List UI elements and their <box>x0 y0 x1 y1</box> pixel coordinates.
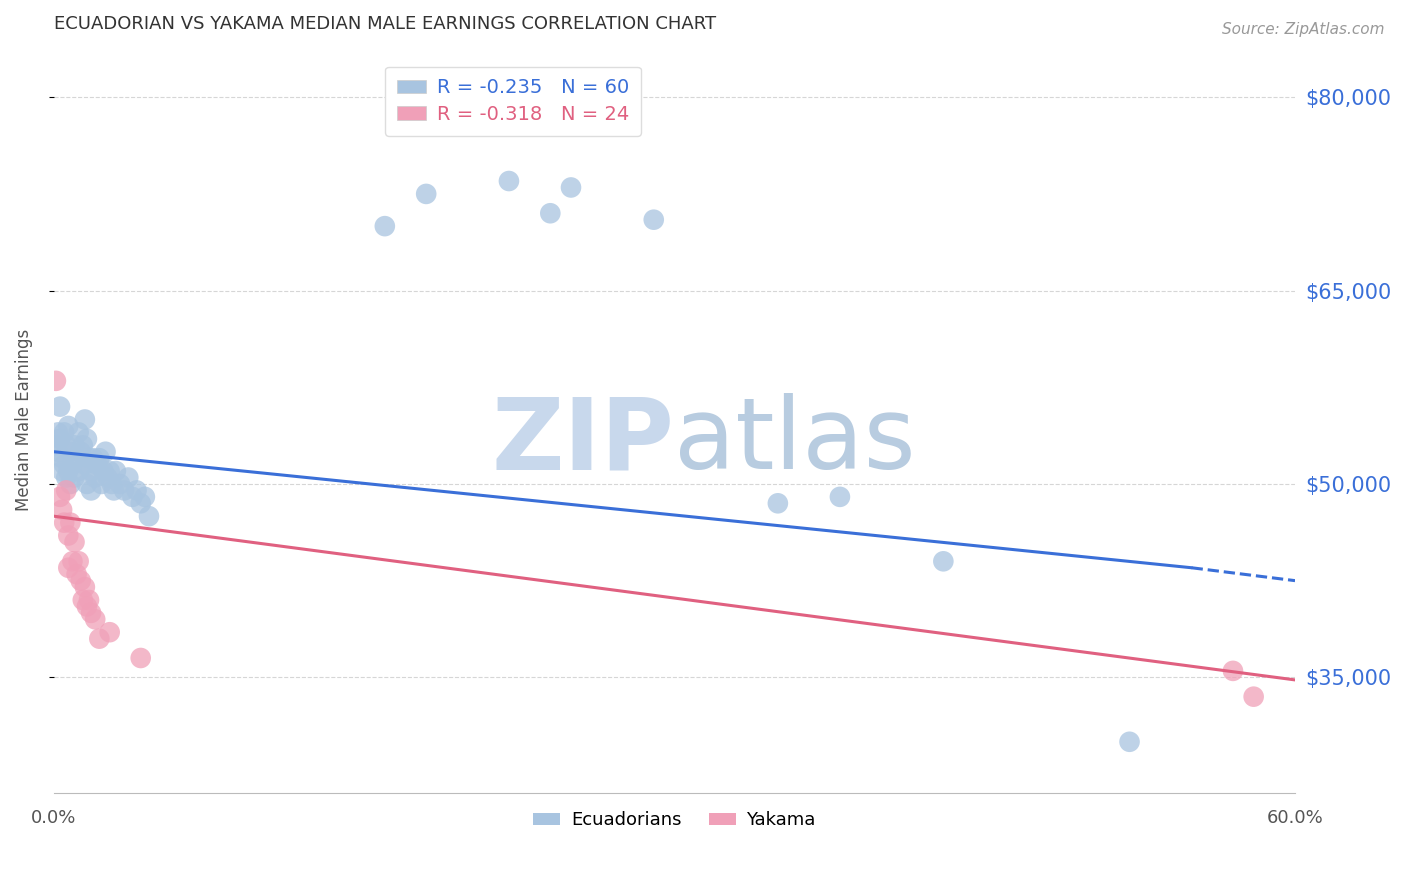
Point <box>45 438 67 452</box>
Point <box>63 535 86 549</box>
Point <box>76 599 98 614</box>
Point <box>55 483 77 498</box>
Point <box>104 464 127 478</box>
Point <box>76 432 98 446</box>
Text: atlas: atlas <box>675 393 917 491</box>
Point <box>112 483 135 498</box>
Point <box>53 458 76 472</box>
Point <box>560 180 582 194</box>
Point <box>45 374 67 388</box>
Point <box>415 186 437 201</box>
Point <box>69 574 91 588</box>
Point <box>498 174 520 188</box>
Point <box>58 419 80 434</box>
Point <box>97 470 120 484</box>
Point <box>932 554 955 568</box>
Point <box>80 483 103 498</box>
Point <box>766 496 789 510</box>
Y-axis label: Median Male Earnings: Median Male Earnings <box>15 328 32 510</box>
Point <box>58 560 80 574</box>
Point <box>82 451 104 466</box>
Point <box>108 477 131 491</box>
Point <box>134 490 156 504</box>
Point <box>80 606 103 620</box>
Point <box>1118 735 1140 749</box>
Point <box>77 593 100 607</box>
Point <box>63 470 86 484</box>
Point <box>67 464 90 478</box>
Point <box>59 516 82 530</box>
Point <box>89 451 111 466</box>
Point <box>49 432 72 446</box>
Point <box>117 470 139 484</box>
Point <box>84 612 107 626</box>
Point <box>53 425 76 440</box>
Point <box>129 496 152 510</box>
Point <box>643 212 665 227</box>
Point <box>67 554 90 568</box>
Point <box>90 477 112 491</box>
Point <box>80 464 103 478</box>
Point <box>86 458 108 472</box>
Point <box>58 528 80 542</box>
Point <box>84 470 107 484</box>
Point <box>67 425 90 440</box>
Point <box>828 490 851 504</box>
Point <box>59 444 82 458</box>
Point <box>76 477 98 491</box>
Point <box>1222 664 1244 678</box>
Point <box>46 444 69 458</box>
Point <box>46 425 69 440</box>
Point <box>53 516 76 530</box>
Point <box>129 651 152 665</box>
Point <box>73 412 96 426</box>
Point <box>55 470 77 484</box>
Text: Source: ZipAtlas.com: Source: ZipAtlas.com <box>1222 22 1385 37</box>
Point <box>62 458 84 472</box>
Point <box>73 458 96 472</box>
Point <box>103 483 125 498</box>
Point <box>138 509 160 524</box>
Point <box>59 477 82 491</box>
Point <box>58 464 80 478</box>
Point <box>77 451 100 466</box>
Point <box>51 502 73 516</box>
Point <box>63 438 86 452</box>
Point <box>374 219 396 234</box>
Point <box>121 490 143 504</box>
Point <box>100 477 122 491</box>
Point <box>51 451 73 466</box>
Point <box>538 206 561 220</box>
Text: ZIP: ZIP <box>492 393 675 491</box>
Point <box>72 593 94 607</box>
Legend: Ecuadorians, Yakama: Ecuadorians, Yakama <box>526 805 823 837</box>
Point <box>93 464 115 478</box>
Point <box>94 444 117 458</box>
Point <box>98 464 121 478</box>
Point <box>73 580 96 594</box>
Point <box>55 438 77 452</box>
Point <box>72 438 94 452</box>
Point <box>1243 690 1265 704</box>
Text: ECUADORIAN VS YAKAMA MEDIAN MALE EARNINGS CORRELATION CHART: ECUADORIAN VS YAKAMA MEDIAN MALE EARNING… <box>53 15 716 33</box>
Point <box>65 567 87 582</box>
Point <box>65 451 87 466</box>
Point <box>49 400 72 414</box>
Point <box>62 554 84 568</box>
Point <box>49 490 72 504</box>
Point <box>51 464 73 478</box>
Point <box>125 483 148 498</box>
Point <box>89 632 111 646</box>
Point <box>98 625 121 640</box>
Point <box>69 444 91 458</box>
